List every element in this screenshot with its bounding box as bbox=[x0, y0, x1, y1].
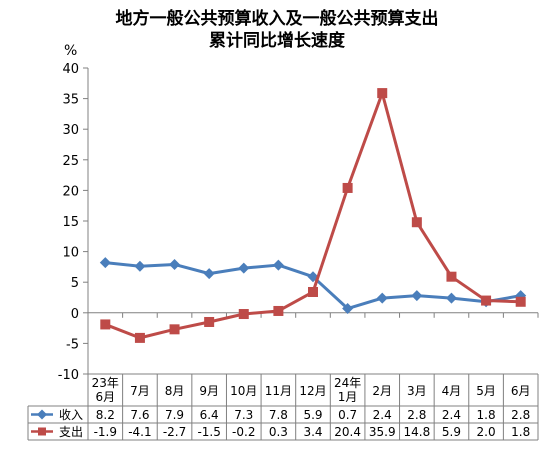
x-tick-label: 9月 bbox=[199, 384, 219, 398]
chart-title: 地方一般公共预算收入及一般公共预算支出 累计同比增长速度 bbox=[0, 8, 554, 52]
y-tick-label: 35 bbox=[62, 93, 79, 108]
legend-label: 支出 bbox=[59, 425, 83, 439]
table-cell: 8.2 bbox=[96, 408, 115, 422]
y-tick-label: 15 bbox=[62, 215, 79, 230]
data-point bbox=[238, 309, 249, 320]
table-cell: 20.4 bbox=[334, 425, 361, 439]
table-cell: 0.3 bbox=[269, 425, 288, 439]
table-cell: 2.8 bbox=[511, 408, 530, 422]
data-point bbox=[377, 88, 388, 99]
table-cell: 14.8 bbox=[403, 425, 430, 439]
data-point bbox=[515, 296, 526, 307]
data-point bbox=[342, 303, 354, 315]
x-tick-label: 24年 bbox=[334, 376, 361, 390]
data-point bbox=[272, 259, 284, 271]
y-tick-label: 10 bbox=[62, 246, 79, 261]
x-tick-label: 7月 bbox=[130, 384, 150, 398]
data-point bbox=[203, 268, 215, 280]
table-cell: 5.9 bbox=[303, 408, 322, 422]
y-tick-label: -10 bbox=[58, 368, 79, 383]
x-tick-label: 11月 bbox=[265, 384, 292, 398]
table-cell: 7.3 bbox=[234, 408, 253, 422]
data-point bbox=[376, 292, 388, 304]
y-tick-label: -5 bbox=[66, 337, 79, 352]
x-tick-label: 6月 bbox=[95, 390, 115, 404]
data-point bbox=[273, 305, 284, 316]
x-tick-label: 12月 bbox=[299, 384, 326, 398]
data-point bbox=[446, 271, 457, 282]
y-tick-label: 40 bbox=[62, 62, 79, 77]
y-tick-label: 20 bbox=[62, 184, 79, 199]
x-tick-label: 4月 bbox=[442, 384, 462, 398]
x-tick-label: 6月 bbox=[511, 384, 531, 398]
table-cell: 0.7 bbox=[338, 408, 357, 422]
y-tick-label: 5 bbox=[71, 276, 79, 291]
data-point bbox=[134, 260, 146, 272]
y-tick-label: 0 bbox=[71, 307, 79, 322]
y-axis-label: % bbox=[64, 43, 77, 59]
data-point bbox=[169, 258, 181, 270]
x-tick-label: 1月 bbox=[338, 390, 358, 404]
data-point bbox=[342, 182, 353, 193]
series-line-2 bbox=[104, 91, 521, 340]
y-tick-label: 25 bbox=[62, 154, 79, 169]
data-point bbox=[134, 332, 145, 343]
data-point bbox=[169, 324, 180, 335]
table-cell: -1.9 bbox=[94, 425, 117, 439]
x-tick-label: 3月 bbox=[407, 384, 427, 398]
table-cell: -0.2 bbox=[232, 425, 255, 439]
data-point bbox=[204, 316, 215, 327]
table-cell: 1.8 bbox=[477, 408, 496, 422]
table-cell: 2.0 bbox=[477, 425, 496, 439]
table-cell: 7.6 bbox=[130, 408, 149, 422]
table-cell: -4.1 bbox=[128, 425, 151, 439]
data-point bbox=[411, 217, 422, 228]
x-tick-label: 5月 bbox=[476, 384, 496, 398]
x-tick-label: 10月 bbox=[230, 384, 257, 398]
data-point bbox=[308, 286, 318, 297]
legend-key-marker bbox=[37, 409, 47, 420]
table-cell: 3.4 bbox=[303, 425, 322, 439]
table-cell: 6.4 bbox=[200, 408, 219, 422]
table-cell: -1.5 bbox=[197, 425, 220, 439]
data-point bbox=[99, 257, 111, 269]
series-line-1 bbox=[105, 261, 521, 311]
x-tick-label: 2月 bbox=[372, 384, 392, 398]
table-cell: 7.8 bbox=[269, 408, 288, 422]
data-point bbox=[100, 319, 111, 330]
table-cell: -2.7 bbox=[163, 425, 186, 439]
data-point bbox=[445, 292, 457, 304]
x-tick-label: 8月 bbox=[165, 384, 185, 398]
table-cell: 7.9 bbox=[165, 408, 184, 422]
legend-label: 收入 bbox=[59, 408, 83, 422]
legend-key-marker bbox=[38, 427, 46, 436]
data-point bbox=[481, 295, 492, 306]
chart-title-line-2: 累计同比增长速度 bbox=[209, 31, 345, 51]
table-cell: 2.8 bbox=[407, 408, 426, 422]
table-cell: 2.4 bbox=[442, 408, 461, 422]
chart-title-line-1: 地方一般公共预算收入及一般公共预算支出 bbox=[115, 9, 439, 29]
data-point bbox=[238, 262, 250, 274]
table-cell: 5.9 bbox=[442, 425, 461, 439]
y-tick-label: 30 bbox=[62, 123, 79, 138]
x-tick-label: 23年 bbox=[92, 376, 119, 390]
table-cell: 35.9 bbox=[369, 425, 396, 439]
table-cell: 2.4 bbox=[373, 408, 392, 422]
table-cell: 1.8 bbox=[511, 425, 530, 439]
data-point bbox=[411, 290, 423, 302]
